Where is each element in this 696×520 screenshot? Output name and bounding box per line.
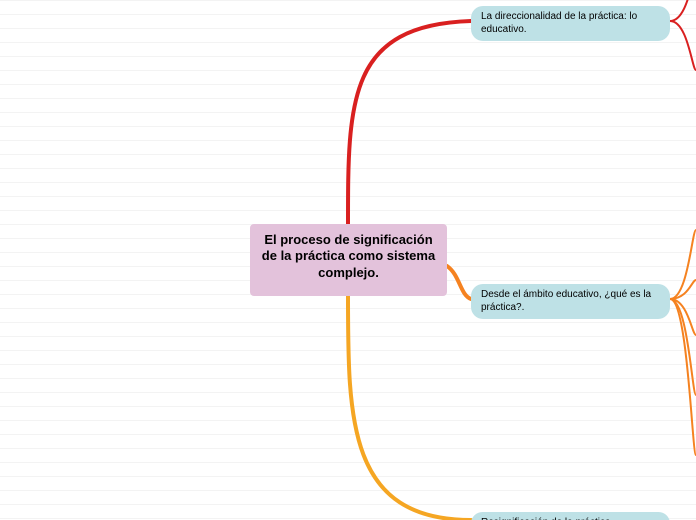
mindmap-canvas: El proceso de significación de la prácti… — [0, 0, 696, 520]
child-ambito[interactable]: Desde el ámbito educativo, ¿qué es la pr… — [471, 284, 670, 319]
child-resignificacion[interactable]: Resignificación de la práctica — [471, 512, 670, 520]
central-node[interactable]: El proceso de significación de la prácti… — [250, 224, 447, 296]
child-direccionalidad-label: La direccionalidad de la práctica: lo ed… — [481, 11, 637, 35]
central-node-label: El proceso de significación de la prácti… — [262, 232, 435, 280]
child-direccionalidad[interactable]: La direccionalidad de la práctica: lo ed… — [471, 6, 670, 41]
child-ambito-label: Desde el ámbito educativo, ¿qué es la pr… — [481, 289, 651, 313]
